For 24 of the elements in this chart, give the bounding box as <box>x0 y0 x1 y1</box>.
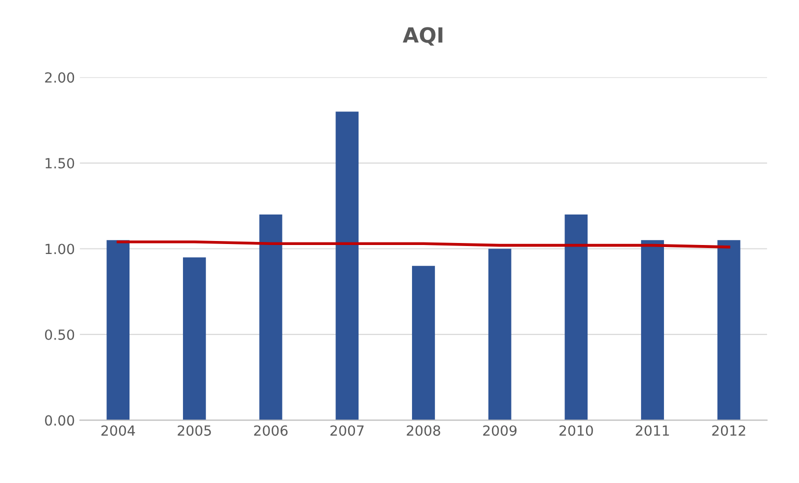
x-tick-label: 2005 <box>178 425 211 436</box>
bar <box>641 240 664 420</box>
x-tick-label: 2009 <box>483 425 517 436</box>
y-tick-label: 1.50 <box>46 158 74 168</box>
x-tick-label: 2004 <box>101 425 135 436</box>
x-tick-label: 2010 <box>560 425 593 436</box>
bar <box>564 214 588 420</box>
bar <box>717 240 740 420</box>
y-tick-label: 1.00 <box>46 244 74 254</box>
y-tick-label: 0.50 <box>45 329 74 340</box>
x-tick-label: 2011 <box>636 425 669 436</box>
bar <box>259 214 282 420</box>
bar <box>336 112 359 420</box>
bar <box>412 266 435 420</box>
bar <box>488 248 512 420</box>
x-tick-label: 2007 <box>330 425 364 436</box>
bar <box>182 257 206 420</box>
x-tick-label: 2012 <box>712 425 746 436</box>
bar <box>106 240 130 420</box>
x-tick-label: 2006 <box>254 425 288 436</box>
y-tick-label: 2.00 <box>45 72 74 83</box>
x-tick-label: 2008 <box>406 425 440 436</box>
y-tick-label: 0.00 <box>45 415 74 426</box>
chart-title: AQI <box>402 27 442 46</box>
